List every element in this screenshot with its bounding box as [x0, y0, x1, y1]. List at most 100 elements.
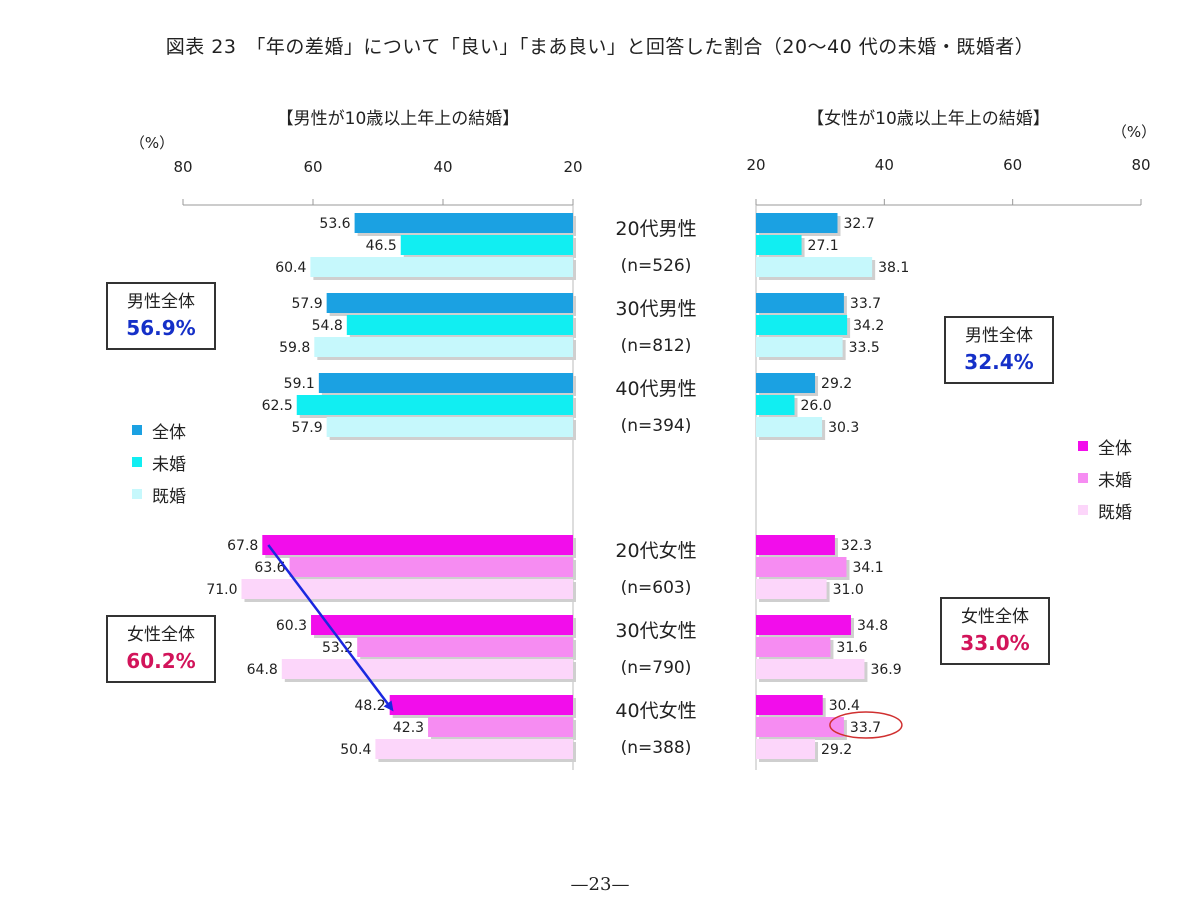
data-label: 36.9 [870, 662, 901, 678]
legend-label: 既婚 [1098, 502, 1132, 523]
data-label: 34.1 [852, 560, 883, 576]
bar-left-all [326, 293, 573, 313]
bar-right-married [756, 337, 843, 357]
data-label: 26.0 [801, 398, 832, 414]
data-label: 60.4 [275, 260, 306, 276]
annotations [267, 544, 903, 739]
data-label: 53.6 [319, 216, 350, 232]
legend-swatch [1078, 441, 1088, 451]
legend-label: 全体 [1098, 438, 1132, 459]
data-label: 31.6 [836, 640, 867, 656]
bar-left-married [314, 337, 573, 357]
data-label: 60.3 [276, 618, 307, 634]
legend-item-unmarried: 未婚 [1078, 462, 1132, 494]
legend-item-all: 全体 [1078, 430, 1132, 462]
summary-left-female: 女性全体 60.2% [106, 615, 216, 683]
bar-left-all [389, 695, 573, 715]
data-label: 59.1 [284, 376, 315, 392]
page-number: —23— [570, 874, 630, 895]
summary-value: 33.0% [960, 631, 1030, 655]
right-tick-label: 20 [746, 156, 765, 174]
bar-left-married [375, 739, 573, 759]
bar-left-married [281, 659, 573, 679]
legend-item-all: 全体 [132, 414, 186, 446]
category-n-label: (n=603) [621, 578, 692, 598]
legend-item-unmarried: 未婚 [132, 446, 186, 478]
bar-right-unmarried [756, 637, 831, 657]
legend-swatch [1078, 505, 1088, 515]
bar-right-unmarried [756, 235, 802, 255]
summary-value: 32.4% [964, 350, 1034, 374]
summary-label: 男性全体 [127, 292, 195, 312]
category-n-label: (n=526) [621, 256, 692, 276]
data-label: 33.7 [850, 720, 881, 736]
legend-item-married: 既婚 [132, 478, 186, 510]
summary-value: 56.9% [126, 316, 196, 340]
legend-label: 未婚 [1098, 470, 1132, 491]
trend-arrow [267, 544, 394, 712]
bar-right-married [756, 579, 827, 599]
data-label: 63.6 [254, 560, 285, 576]
bar-right-unmarried [756, 315, 848, 335]
data-label: 31.0 [833, 582, 864, 598]
data-label: 64.8 [247, 662, 278, 678]
category-labels: 20代男性 (n=526) 30代男性 (n=812) 40代男性 (n=394) 20代女… [615, 218, 696, 758]
data-label: 57.9 [291, 420, 322, 436]
legend-swatch [1078, 473, 1088, 483]
data-label: 50.4 [340, 742, 371, 758]
data-label: 32.3 [841, 538, 872, 554]
right-tick-label: 80 [1131, 156, 1150, 174]
highlight-circle [829, 711, 903, 739]
data-label: 46.5 [366, 238, 397, 254]
right-tick-label: 60 [1003, 156, 1022, 174]
right-unit-label: （%） [1112, 123, 1156, 141]
summary-value: 60.2% [126, 649, 196, 673]
legend-swatch [132, 425, 142, 435]
legend-male: 全体 未婚 既婚 [132, 414, 186, 510]
category-label: 20代女性 [615, 540, 696, 562]
data-label: 42.3 [393, 720, 424, 736]
data-label: 30.4 [829, 698, 860, 714]
data-label: 33.7 [850, 296, 881, 312]
data-label: 54.8 [312, 318, 343, 334]
data-label: 59.8 [279, 340, 310, 356]
left-panel-title: 【男性が10歳以上年上の結婚】 [277, 109, 520, 129]
right-panel: 【女性が10歳以上年上の結婚】 （%） 20 40 60 80 32.727.1 38.1 33… [746, 109, 1156, 770]
bar-right-all [756, 293, 844, 313]
bar-right-all [756, 373, 816, 393]
left-tick-label: 40 [433, 158, 452, 176]
left-tick-label: 60 [303, 158, 322, 176]
legend-label: 未婚 [152, 454, 186, 475]
legend-item-married: 既婚 [1078, 494, 1132, 526]
category-label: 40代男性 [615, 378, 696, 400]
legend-swatch [132, 489, 142, 499]
summary-left-male: 男性全体 56.9% [106, 282, 216, 350]
right-panel-title: 【女性が10歳以上年上の結婚】 [807, 109, 1050, 129]
data-label: 62.5 [262, 398, 293, 414]
bar-right-all [756, 615, 851, 635]
chart-title: 図表 23 「年の差婚」について「良い」「まあ良い」と回答した割合（20～40 … [165, 36, 1035, 58]
bar-left-unmarried [289, 557, 573, 577]
data-label: 33.5 [849, 340, 880, 356]
data-label: 30.3 [828, 420, 859, 436]
bar-right-unmarried [756, 395, 795, 415]
category-n-label: (n=812) [621, 336, 692, 356]
bar-right-all [756, 213, 838, 233]
category-label: 20代男性 [615, 218, 696, 240]
bar-right-unmarried [756, 717, 844, 737]
data-label: 38.1 [878, 260, 909, 276]
data-label: 57.9 [291, 296, 322, 312]
bar-right-married [756, 417, 823, 437]
data-label: 27.1 [808, 238, 839, 254]
bar-left-unmarried [428, 717, 573, 737]
legend-label: 全体 [152, 422, 186, 443]
category-n-label: (n=388) [621, 738, 692, 758]
category-n-label: (n=790) [621, 658, 692, 678]
bar-left-unmarried [346, 315, 573, 335]
legend-female: 全体 未婚 既婚 [1078, 430, 1132, 526]
data-label: 34.8 [857, 618, 888, 634]
legend-label: 既婚 [152, 486, 186, 507]
left-tick-label: 80 [173, 158, 192, 176]
bar-right-all [756, 535, 835, 555]
